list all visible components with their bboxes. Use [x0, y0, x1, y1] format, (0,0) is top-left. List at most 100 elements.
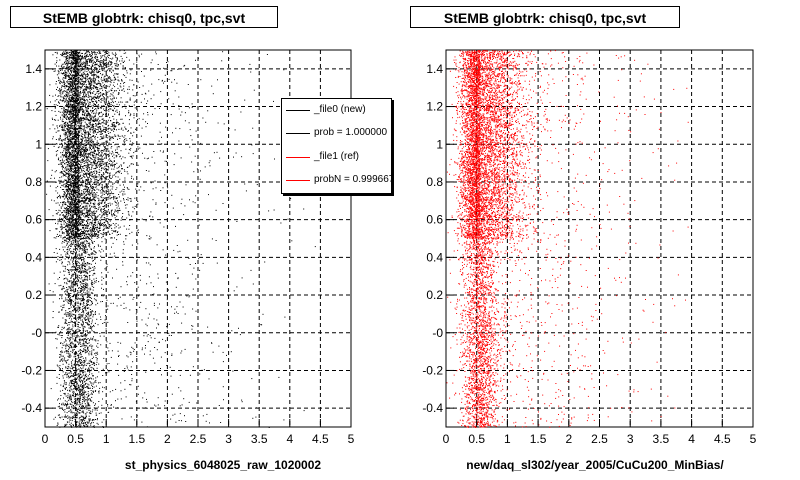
data-point	[61, 181, 62, 183]
data-point	[91, 72, 93, 73]
data-point	[60, 68, 62, 69]
data-point	[94, 58, 96, 60]
data-point	[111, 227, 113, 229]
data-point	[91, 166, 93, 168]
data-point	[74, 51, 76, 53]
data-point	[98, 50, 100, 52]
data-point	[83, 50, 85, 52]
data-point	[67, 221, 69, 223]
data-point	[86, 193, 88, 195]
data-point	[116, 129, 117, 131]
data-point	[95, 177, 97, 178]
data-point	[141, 71, 142, 72]
data-point	[102, 233, 104, 235]
data-point	[61, 81, 63, 83]
data-point	[77, 91, 79, 93]
data-point	[66, 118, 67, 120]
data-point	[102, 214, 104, 216]
data-point	[73, 108, 75, 110]
data-point	[89, 223, 91, 225]
data-point	[103, 137, 105, 139]
data-point	[76, 54, 78, 56]
data-point	[106, 234, 108, 236]
data-point	[97, 97, 99, 99]
data-point	[108, 196, 110, 198]
data-point	[94, 158, 96, 160]
data-point	[83, 73, 85, 75]
data-point	[126, 70, 128, 72]
data-point	[99, 144, 101, 146]
data-point	[62, 166, 64, 168]
data-point	[83, 156, 85, 158]
data-point	[81, 177, 83, 179]
data-point	[64, 192, 66, 194]
data-point	[117, 93, 119, 95]
data-point	[66, 110, 68, 112]
data-point	[85, 144, 86, 146]
data-point	[75, 68, 77, 70]
data-point	[103, 191, 105, 193]
data-point	[72, 131, 74, 133]
data-point	[68, 203, 70, 205]
data-point	[128, 123, 130, 125]
data-point	[129, 97, 131, 99]
data-point	[89, 175, 91, 177]
data-point	[64, 203, 66, 205]
data-point	[67, 104, 68, 106]
data-point	[116, 119, 118, 121]
data-point	[76, 102, 78, 104]
data-point	[112, 174, 114, 176]
data-point	[94, 119, 96, 121]
data-point	[103, 98, 105, 100]
data-point	[97, 82, 99, 84]
data-point	[79, 66, 81, 68]
data-point	[99, 183, 101, 185]
data-point	[95, 123, 97, 124]
data-point	[102, 235, 104, 237]
data-point	[59, 194, 60, 196]
data-point	[70, 168, 72, 170]
data-point	[93, 96, 95, 98]
data-point	[70, 208, 72, 210]
data-point	[129, 138, 131, 140]
data-point	[64, 217, 66, 219]
data-point	[98, 171, 100, 173]
data-point	[94, 218, 96, 220]
data-point	[52, 54, 54, 56]
data-point	[57, 119, 59, 121]
data-point	[91, 138, 93, 140]
data-point	[61, 73, 63, 74]
data-point	[85, 84, 87, 86]
data-point	[70, 181, 72, 182]
data-point	[83, 237, 85, 239]
data-point	[91, 84, 93, 86]
data-point	[81, 171, 83, 173]
data-point	[93, 77, 95, 79]
data-point	[99, 164, 101, 166]
data-point	[66, 67, 68, 68]
data-point	[85, 197, 87, 199]
data-point	[69, 66, 71, 68]
data-point	[77, 234, 79, 235]
data-point	[67, 235, 69, 237]
data-point	[96, 92, 98, 94]
data-point	[72, 76, 74, 78]
data-point	[86, 113, 88, 115]
data-point	[88, 200, 90, 202]
data-point	[72, 171, 74, 173]
data-point	[68, 226, 69, 228]
data-point	[97, 221, 99, 223]
data-point	[96, 144, 98, 146]
data-point	[78, 224, 80, 226]
data-point	[94, 55, 96, 57]
data-point	[91, 96, 93, 98]
data-point	[102, 162, 104, 164]
data-point	[81, 170, 83, 172]
data-point	[102, 197, 104, 199]
data-point	[107, 85, 109, 87]
data-point	[110, 191, 112, 193]
data-point	[79, 236, 81, 238]
data-point	[85, 198, 87, 200]
data-point	[108, 191, 110, 193]
data-point	[80, 163, 82, 165]
